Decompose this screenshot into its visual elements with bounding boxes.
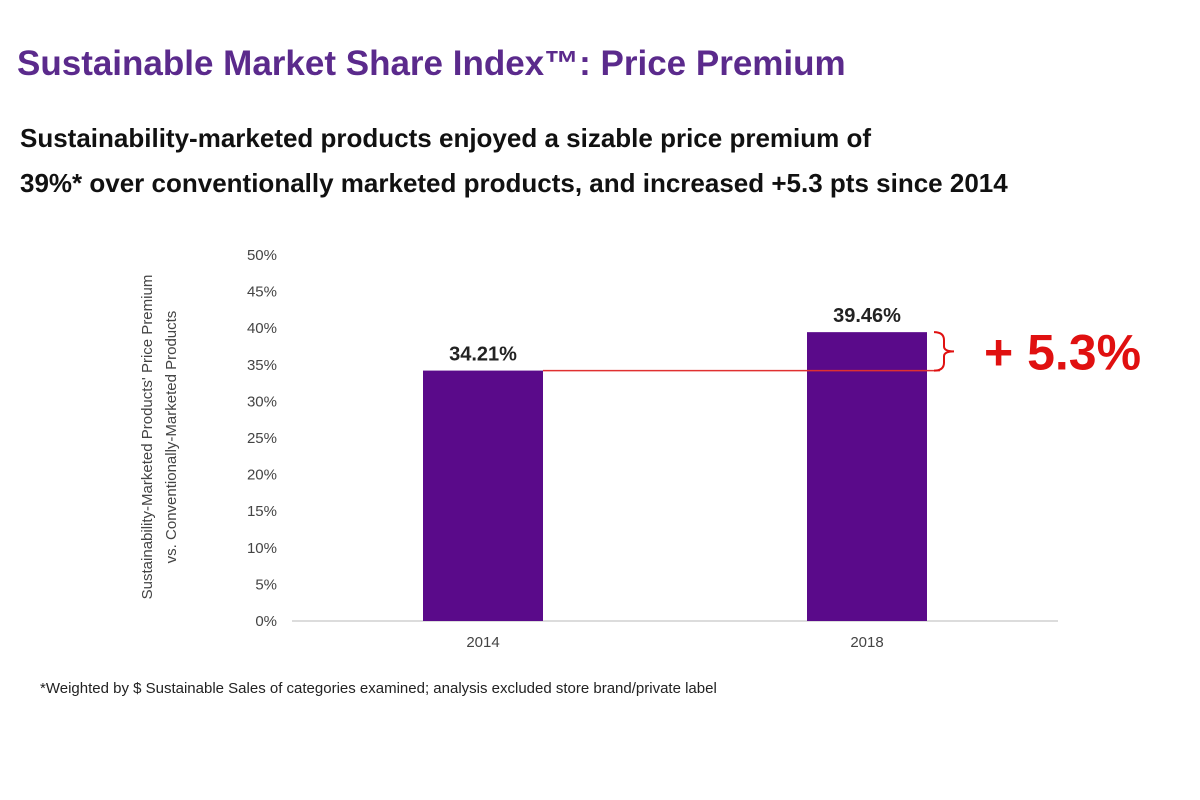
subtitle-line-2: 39%* over conventionally marketed produc… xyxy=(20,168,1008,198)
y-tick-label: 5% xyxy=(255,576,277,593)
footnote: *Weighted by $ Sustainable Sales of cate… xyxy=(40,680,717,697)
y-tick-label: 50% xyxy=(247,247,277,264)
y-axis-title: Sustainability-Marketed Products' Price … xyxy=(139,275,180,600)
y-tick-label: 0% xyxy=(255,613,277,630)
y-tick-label: 10% xyxy=(247,540,277,557)
y-axis-title-line-2: vs. Conventionally-Marketed Products xyxy=(163,311,180,564)
x-tick-label-2018: 2018 xyxy=(850,634,883,651)
subtitle-line-1: Sustainability-marketed products enjoyed… xyxy=(20,123,872,153)
y-tick-label: 45% xyxy=(247,284,277,301)
data-label-2018: 39.46% xyxy=(833,305,901,327)
x-tick-label-2014: 2014 xyxy=(466,634,499,651)
difference-annotation: + 5.3% xyxy=(984,324,1141,380)
y-tick-label: 20% xyxy=(247,467,277,484)
y-tick-label: 25% xyxy=(247,430,277,447)
data-label-2014: 34.21% xyxy=(449,344,517,366)
y-tick-label: 30% xyxy=(247,393,277,410)
difference-brace xyxy=(933,331,955,372)
y-tick-label: 40% xyxy=(247,320,277,337)
y-tick-label: 35% xyxy=(247,357,277,374)
bar-2014 xyxy=(423,370,543,621)
page-title: Sustainable Market Share Index™: Price P… xyxy=(17,44,846,83)
bar-2018 xyxy=(807,332,927,621)
page-subtitle: Sustainability-marketed products enjoyed… xyxy=(20,116,1008,206)
y-axis-title-line-1: Sustainability-Marketed Products' Price … xyxy=(139,275,156,600)
y-tick-label: 15% xyxy=(247,503,277,520)
